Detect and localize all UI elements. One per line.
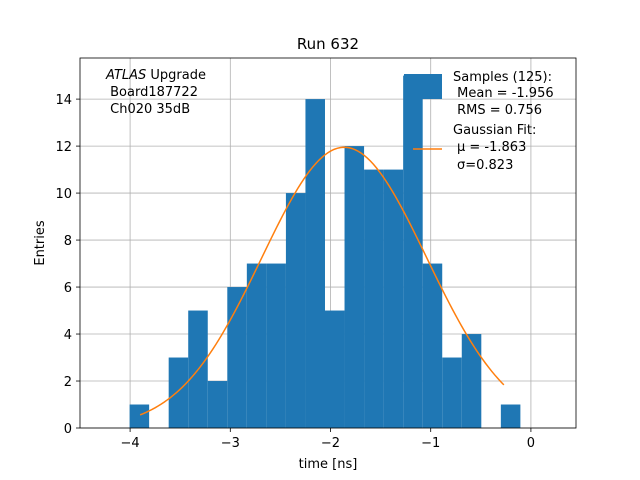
y-axis-ticks: 0 2 4 6 8 10 12 14 bbox=[55, 93, 80, 437]
x-tick-label: −4 bbox=[121, 436, 140, 451]
histogram-bar bbox=[422, 263, 443, 428]
legend: Samples (125): Mean = -1.956 RMS = 0.756… bbox=[404, 70, 554, 173]
chart-title: Run 632 bbox=[297, 35, 359, 53]
x-tick-label: 0 bbox=[527, 436, 535, 451]
x-tick-label: −1 bbox=[421, 436, 440, 451]
y-tick-label: 4 bbox=[64, 328, 72, 343]
y-tick-label: 2 bbox=[64, 375, 72, 390]
histogram-bar bbox=[383, 169, 404, 429]
x-tick-label: −3 bbox=[221, 436, 240, 451]
x-axis-ticks: −4 −3 −2 −1 0 bbox=[121, 428, 535, 451]
annotation-atlas: ATLAS bbox=[105, 68, 146, 83]
y-tick-label: 14 bbox=[55, 93, 72, 108]
histogram-bar bbox=[207, 381, 228, 428]
histogram-bar bbox=[442, 357, 462, 428]
histogram-bar bbox=[364, 169, 384, 429]
annotation-line-3: Ch020 35dB bbox=[106, 102, 190, 117]
legend-samples-rms: RMS = 0.756 bbox=[453, 103, 542, 118]
histogram-bar bbox=[227, 287, 247, 428]
legend-fit-mu: μ = -1.863 bbox=[457, 140, 526, 155]
legend-fit-sigma: σ=0.823 bbox=[457, 158, 513, 173]
legend-swatch-samples bbox=[404, 74, 442, 99]
histogram-bar bbox=[168, 357, 189, 428]
legend-label-samples: Samples (125): bbox=[453, 70, 552, 85]
histogram-bar bbox=[461, 334, 482, 428]
y-tick-label: 6 bbox=[64, 281, 72, 296]
annotation-line-1: ATLAS Upgrade bbox=[105, 68, 206, 83]
histogram-bar bbox=[285, 193, 306, 428]
histogram-bar bbox=[500, 404, 521, 428]
gaussian-fit-curve bbox=[139, 146, 505, 416]
annotation-upgrade: Upgrade bbox=[146, 68, 206, 83]
plot-frame bbox=[79, 57, 577, 429]
y-tick-label: 8 bbox=[64, 234, 72, 249]
grid bbox=[80, 58, 576, 429]
x-axis-label: time [ns] bbox=[299, 457, 358, 472]
y-tick-label: 12 bbox=[55, 140, 72, 155]
histogram-bar bbox=[246, 263, 267, 428]
y-axis-label: Entries bbox=[33, 220, 48, 266]
histogram-bar bbox=[266, 263, 286, 428]
annotation-box: ATLAS Upgrade Board187722 Ch020 35dB bbox=[105, 68, 206, 117]
histogram-bar bbox=[129, 404, 150, 428]
y-tick-label: 10 bbox=[55, 187, 72, 202]
histogram-bar bbox=[305, 99, 325, 428]
legend-label-fit: Gaussian Fit: bbox=[453, 123, 536, 138]
histogram-bar bbox=[324, 310, 345, 428]
legend-samples-mean: Mean = -1.956 bbox=[453, 86, 554, 101]
annotation-line-2: Board187722 bbox=[106, 85, 198, 100]
x-tick-label: −2 bbox=[321, 436, 340, 451]
y-tick-label: 0 bbox=[64, 422, 72, 437]
histogram-bar bbox=[403, 75, 423, 428]
histogram-bars bbox=[129, 75, 521, 429]
histogram-bar bbox=[344, 146, 365, 428]
